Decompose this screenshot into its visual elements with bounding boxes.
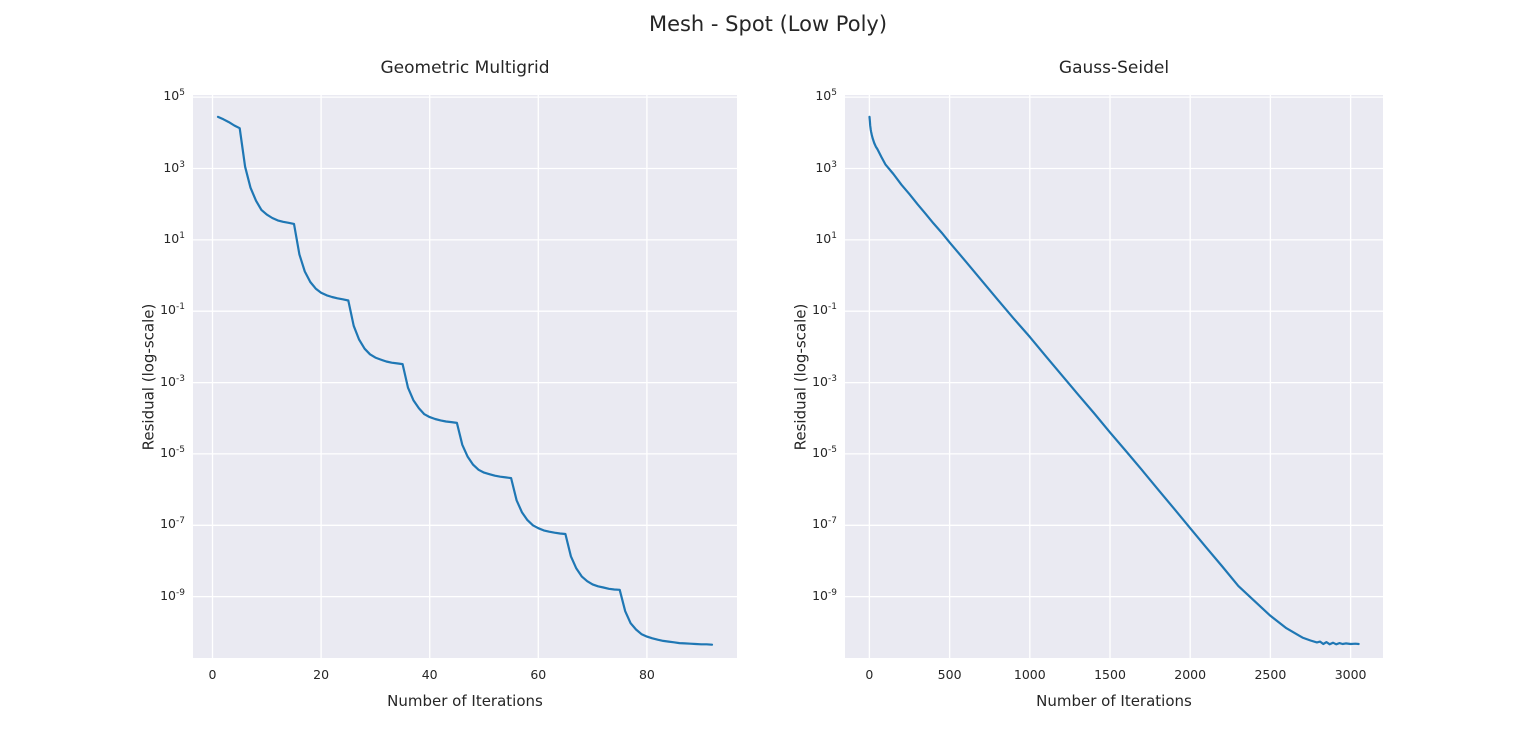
x-tick-label: 2000: [1174, 667, 1207, 682]
subplot-gauss-seidel: Gauss-Seidel Residual (log-scale) 105 103…: [791, 58, 1383, 710]
plot-area: [845, 95, 1383, 658]
x-axis-label: Number of Iterations: [387, 692, 543, 710]
x-axis-label: Number of Iterations: [1036, 692, 1192, 710]
x-tick-label: 500: [937, 667, 962, 682]
x-tick-label: 0: [208, 667, 217, 682]
x-tick-label: 2500: [1254, 667, 1287, 682]
x-tick-label: 1000: [1013, 667, 1046, 682]
x-tick-label: 3000: [1334, 667, 1367, 682]
axes-title: Geometric Multigrid: [380, 58, 550, 78]
x-tick-label: 40: [421, 667, 438, 682]
axes-title: Gauss-Seidel: [1058, 58, 1170, 78]
x-tick-label: 20: [313, 667, 330, 682]
y-axis-label: Residual (log-scale): [791, 303, 809, 450]
plot-area: [193, 95, 737, 658]
subplot-geometric-multigrid: Geometric Multigrid Residual (log-scale)…: [139, 58, 737, 710]
figure-title: Mesh - Spot (Low Poly): [648, 12, 888, 36]
x-tick-label: 0: [865, 667, 874, 682]
x-tick-label: 1500: [1094, 667, 1126, 682]
x-tick-label: 80: [638, 667, 655, 682]
x-tick-label: 60: [530, 667, 547, 682]
y-axis-label: Residual (log-scale): [139, 303, 157, 450]
